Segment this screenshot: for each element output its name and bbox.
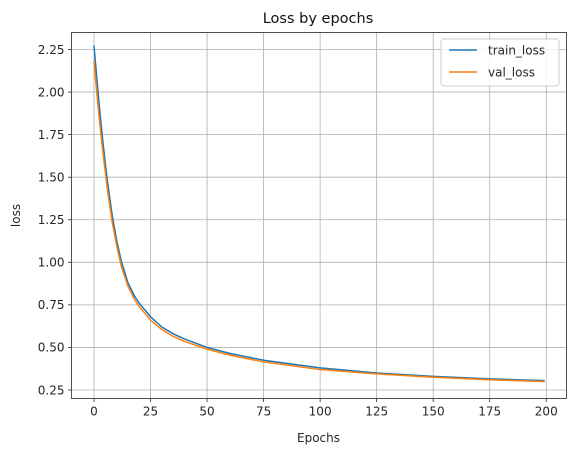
x-axis-ticks: 0 25 50 75 100 125 150 175 200 xyxy=(90,398,558,419)
y-tick-label: 2.00 xyxy=(38,85,65,99)
x-tick-label: 125 xyxy=(365,405,388,419)
x-tick-label: 150 xyxy=(422,405,445,419)
legend-label-val-loss: val_loss xyxy=(488,66,535,80)
x-tick-label: 200 xyxy=(535,405,558,419)
x-tick-label: 50 xyxy=(199,405,214,419)
y-tick-label: 0.75 xyxy=(38,298,65,312)
legend-label-train-loss: train_loss xyxy=(488,44,545,58)
x-axis-label: Epochs xyxy=(297,431,340,445)
y-tick-label: 1.50 xyxy=(38,170,65,184)
y-axis-label: loss xyxy=(9,204,23,227)
x-tick-label: 0 xyxy=(90,405,98,419)
y-tick-label: 1.25 xyxy=(38,213,65,227)
y-tick-label: 1.00 xyxy=(38,256,65,270)
grid xyxy=(71,32,567,399)
plot-frame xyxy=(71,32,567,399)
legend: train_loss val_loss xyxy=(440,38,560,87)
y-tick-label: 1.75 xyxy=(38,128,65,142)
x-tick-label: 175 xyxy=(478,405,501,419)
chart-title: Loss by epochs xyxy=(263,11,374,27)
x-tick-label: 100 xyxy=(309,405,332,419)
x-tick-label: 75 xyxy=(256,405,271,419)
y-axis-ticks: 0.25 0.50 0.75 1.00 1.25 1.50 1.75 2.00 2.25 xyxy=(38,43,72,397)
y-tick-label: 2.25 xyxy=(38,43,65,57)
y-tick-label: 0.50 xyxy=(38,341,65,355)
x-tick-label: 25 xyxy=(143,405,158,419)
series-line-val-loss xyxy=(93,60,545,383)
y-tick-label: 0.25 xyxy=(38,383,65,397)
plot-lines xyxy=(93,45,545,383)
series-line-train-loss xyxy=(93,45,545,382)
